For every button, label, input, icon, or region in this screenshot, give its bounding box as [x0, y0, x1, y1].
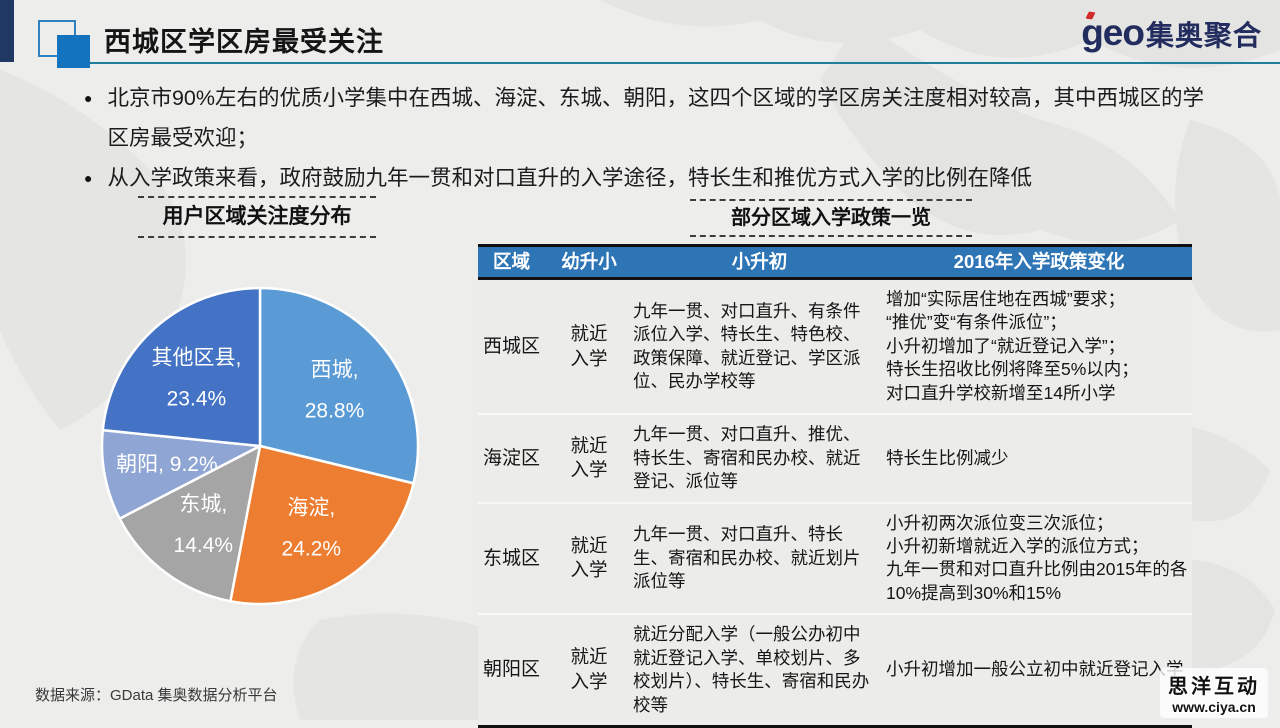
header-cell-1: 幼升小: [561, 251, 617, 272]
pie-label-东城: 东城, 14.4%: [174, 493, 234, 557]
cell-region: 海淀区: [482, 447, 540, 469]
title-underline: [77, 62, 1280, 64]
cell-youshengxiao: 就近入学: [570, 534, 608, 581]
bullet-text: 从入学政策来看，政府鼓励九年一贯和对口直升的入学途径，特长生和推优方式入学的比例…: [107, 166, 1032, 190]
bullet-text: 北京市90%左右的优质小学集中在西城、海淀、东城、朝阳，这四个区域的学区房关注度…: [107, 86, 1205, 150]
bullet-item: ● 北京市90%左右的优质小学集中在西城、海淀、东城、朝阳，这四个区域的学区房关…: [84, 78, 1224, 158]
pie-slice-其他区县: [101, 286, 262, 448]
corner-accent-bar: [0, 0, 14, 62]
watermark-name: 思洋互动: [1168, 676, 1260, 698]
bullet-dot-icon: ●: [84, 170, 93, 186]
page-title: 西城区学区房最受关注: [104, 27, 384, 57]
cell-policy-change: 增加“实际居住地在西城”要求； “推优”变“有条件派位”； 小升初增加了“就近登记入…: [886, 289, 1139, 403]
table-header-row: 区域 幼升小 小升初 2016年入学政策变化: [478, 247, 1192, 280]
cell-policy-change: 特长生比例减少: [886, 447, 1009, 468]
table-row-东城区: 东城区 就近入学 九年一贯、对口直升、特长生、寄宿和民办校、就近划片派位等 小升初两次…: [478, 504, 1192, 616]
pie-slice-海淀: [229, 444, 415, 606]
policy-table: 区域 幼升小 小升初 2016年入学政策变化 西城区 就近入学 九年一贯、对口直升、有条件派…: [478, 244, 1192, 728]
table-row-朝阳区: 朝阳区 就近入学 就近分配入学（一般公办初中就近登记入学、单校划片、多校划片）、特长…: [478, 615, 1192, 725]
cell-youshengxiao: 就近入学: [570, 322, 608, 369]
header-cell-3: 2016年入学政策变化: [953, 251, 1125, 272]
cell-region: 朝阳区: [482, 659, 540, 681]
cell-xiaoshengchu: 九年一贯、对口直升、推优、特长生、寄宿和民办校、就近登记、派位等: [633, 424, 861, 492]
pie-slice-朝阳: [100, 428, 262, 520]
cell-policy-change: 小升初增加一般公立初中就近登记入学: [886, 659, 1184, 680]
data-source-note: 数据来源：GData 集奥数据分析平台: [35, 687, 278, 704]
cell-xiaoshengchu: 九年一贯、对口直升、特长生、寄宿和民办校、就近划片派位等: [633, 524, 861, 592]
cell-xiaoshengchu: 九年一贯、对口直升、有条件派位入学、特长生、特色校、政策保障、就近登记、学区派位…: [633, 300, 861, 392]
pie-label-朝阳: 朝阳, 9.2%: [116, 453, 218, 476]
vendor-watermark: 思洋互动 www.ciya.cn: [1160, 668, 1268, 718]
cell-youshengxiao: 就近入学: [570, 646, 608, 693]
company-logo: geo 集奥聚合: [1081, 11, 1262, 54]
table-row-海淀区: 海淀区 就近入学 九年一贯、对口直升、推优、特长生、寄宿和民办校、就近登记、派位等 特…: [478, 415, 1192, 504]
bullet-item: ● 从入学政策来看，政府鼓励九年一贯和对口直升的入学途径，特长生和推优方式入学的…: [84, 158, 1224, 198]
pie-slice-西城: [258, 286, 420, 485]
cell-region: 西城区: [482, 335, 540, 357]
title-deco-solid-square: [57, 35, 90, 68]
table-title: 部分区域入学政策一览: [690, 199, 972, 237]
cell-xiaoshengchu: 就近分配入学（一般公办初中就近登记入学、单校划片、多校划片）、特长生、寄宿和民办…: [633, 624, 870, 715]
bullet-dot-icon: ●: [84, 90, 93, 106]
pie-label-其他区县: 其他区县, 23.4%: [151, 347, 241, 411]
header-cell-0: 区域: [492, 251, 530, 272]
pie-chart: 西城, 28.8% 海淀, 24.2% 东城, 14.4% 朝阳, 9.2% 其他区县, 23.…: [100, 286, 420, 606]
bullet-list: ● 北京市90%左右的优质小学集中在西城、海淀、东城、朝阳，这四个区域的学区房关…: [84, 78, 1224, 198]
logo-company-name: 集奥聚合: [1145, 20, 1262, 51]
logo-geo-wordmark: geo: [1081, 12, 1145, 53]
cell-region: 东城区: [482, 547, 540, 569]
cell-policy-change: 小升初两次派位变三次派位； 小升初新增就近入学的派位方式； 九年一贯和对口直升比例由…: [886, 512, 1188, 603]
chart-title: 用户区域关注度分布: [138, 196, 376, 238]
pie-label-海淀: 海淀, 24.2%: [282, 497, 342, 561]
cell-youshengxiao: 就近入学: [570, 434, 608, 481]
pie-slice-东城: [118, 444, 262, 603]
pie-label-西城: 西城, 28.8%: [305, 358, 365, 422]
watermark-url: www.ciya.cn: [1172, 699, 1256, 715]
header-cell-2: 小升初: [731, 251, 788, 272]
table-row-西城区: 西城区 就近入学 九年一贯、对口直升、有条件派位入学、特长生、特色校、政策保障、就近…: [478, 280, 1192, 416]
